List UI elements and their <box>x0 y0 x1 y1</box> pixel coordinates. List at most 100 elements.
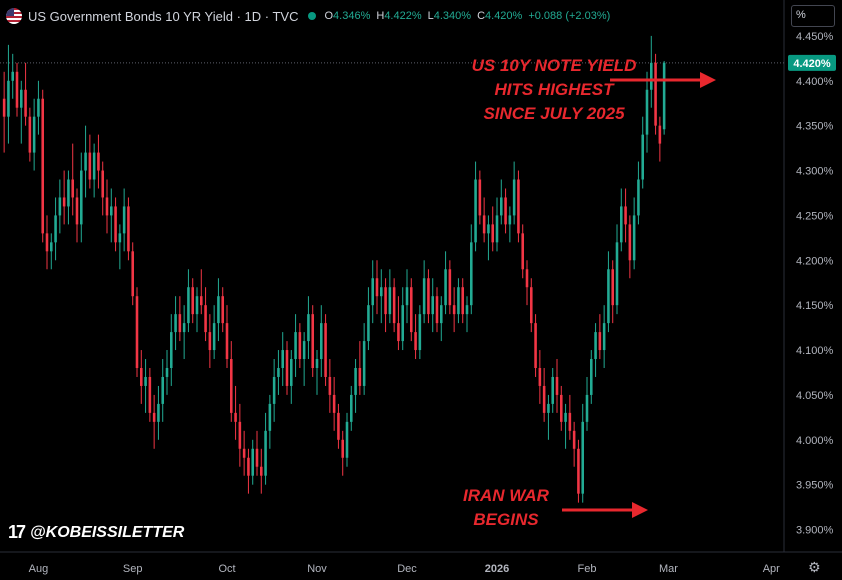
candle <box>234 385 237 440</box>
candle <box>427 269 430 324</box>
candle-body <box>260 466 263 476</box>
candle <box>431 278 434 333</box>
candle <box>247 448 250 494</box>
x-axis[interactable]: Aug Sep Oct Nov Dec 2026 Feb Mar Apr <box>29 563 781 575</box>
price-scale-unit[interactable]: % <box>791 5 835 27</box>
symbol-title[interactable]: US Government Bonds 10 YR Yield · 1D · T… <box>28 8 299 24</box>
candle-body <box>54 215 57 243</box>
candle <box>178 296 182 342</box>
candle-body <box>144 376 147 386</box>
x-tick-label: Nov <box>307 563 327 575</box>
candle <box>200 269 203 315</box>
candle <box>521 224 524 279</box>
candle <box>88 134 92 189</box>
candle <box>611 260 614 324</box>
candle-body <box>530 287 533 324</box>
candle <box>410 278 413 342</box>
candle <box>50 233 53 270</box>
candle-body <box>230 359 233 413</box>
candle-body <box>71 179 74 198</box>
candle-body <box>92 152 96 180</box>
candle-body <box>487 224 490 234</box>
candle-body <box>542 385 546 413</box>
candle <box>238 403 242 467</box>
candle <box>354 359 357 413</box>
candle <box>615 224 619 315</box>
candle <box>264 412 267 485</box>
y-tick-label: 4.100% <box>796 345 834 357</box>
candle <box>11 53 14 99</box>
candle <box>251 439 254 485</box>
candle <box>24 62 27 126</box>
candle <box>165 350 169 395</box>
candle-body <box>247 457 250 476</box>
candle-body <box>225 323 229 360</box>
candle <box>371 260 374 324</box>
candle <box>568 394 572 440</box>
candle-body <box>242 448 246 458</box>
candle <box>135 287 139 377</box>
ohlc-change: +0.088 (+2.03%) <box>528 10 611 22</box>
candle-body <box>140 368 143 386</box>
candle-body <box>24 89 27 117</box>
candle <box>161 359 164 422</box>
candle-body <box>277 368 280 377</box>
candle <box>7 44 10 144</box>
x-tick-label: Feb <box>578 563 597 575</box>
candle <box>517 170 520 243</box>
candle <box>217 278 220 342</box>
candle <box>157 385 160 440</box>
candle-body <box>350 394 353 422</box>
candle-body <box>217 296 220 324</box>
gear-icon[interactable]: ⚙ <box>808 559 821 575</box>
candle <box>260 448 263 494</box>
candle <box>581 403 584 503</box>
last-price-label: 4.420% <box>788 54 836 71</box>
candle <box>191 278 194 324</box>
candle <box>384 278 387 333</box>
candle-body <box>20 89 23 108</box>
candle-body <box>662 62 666 130</box>
candle <box>320 305 323 377</box>
y-tick-label: 4.200% <box>796 255 834 267</box>
candle <box>577 439 580 503</box>
candle <box>20 80 23 144</box>
candle-body <box>341 439 344 458</box>
candle-body <box>212 323 216 351</box>
x-tick-label: Mar <box>659 563 678 575</box>
candle <box>208 314 212 368</box>
candle <box>174 296 177 351</box>
candle <box>444 251 447 315</box>
candle <box>435 287 439 333</box>
candle <box>461 278 464 324</box>
candle <box>2 71 6 153</box>
candle <box>418 305 422 360</box>
candle <box>230 341 233 422</box>
candle-body <box>594 332 597 360</box>
candle-body <box>191 287 194 315</box>
candle-body <box>405 287 409 306</box>
candle-body <box>187 287 190 324</box>
candle <box>187 269 190 333</box>
candle <box>307 296 310 360</box>
candle-body <box>178 314 182 333</box>
candle-body <box>440 305 443 324</box>
candle-body <box>641 134 644 180</box>
x-tick-label: Oct <box>218 563 235 575</box>
candle <box>32 98 36 171</box>
candle <box>530 278 533 333</box>
candle <box>555 359 559 413</box>
candle <box>375 260 379 315</box>
candle-body <box>67 179 70 207</box>
candle <box>487 215 490 261</box>
candle-body <box>538 368 542 386</box>
y-tick-label: 3.950% <box>796 480 834 492</box>
candle <box>465 296 469 333</box>
candle-body <box>645 89 649 135</box>
candle-body <box>577 448 580 494</box>
candle-body <box>345 421 349 458</box>
y-axis[interactable]: 3.900% 3.950% 4.000% 4.050% 4.100% 4.150% 4.20… <box>796 31 834 537</box>
candle-body <box>157 403 160 422</box>
candle <box>54 197 57 261</box>
